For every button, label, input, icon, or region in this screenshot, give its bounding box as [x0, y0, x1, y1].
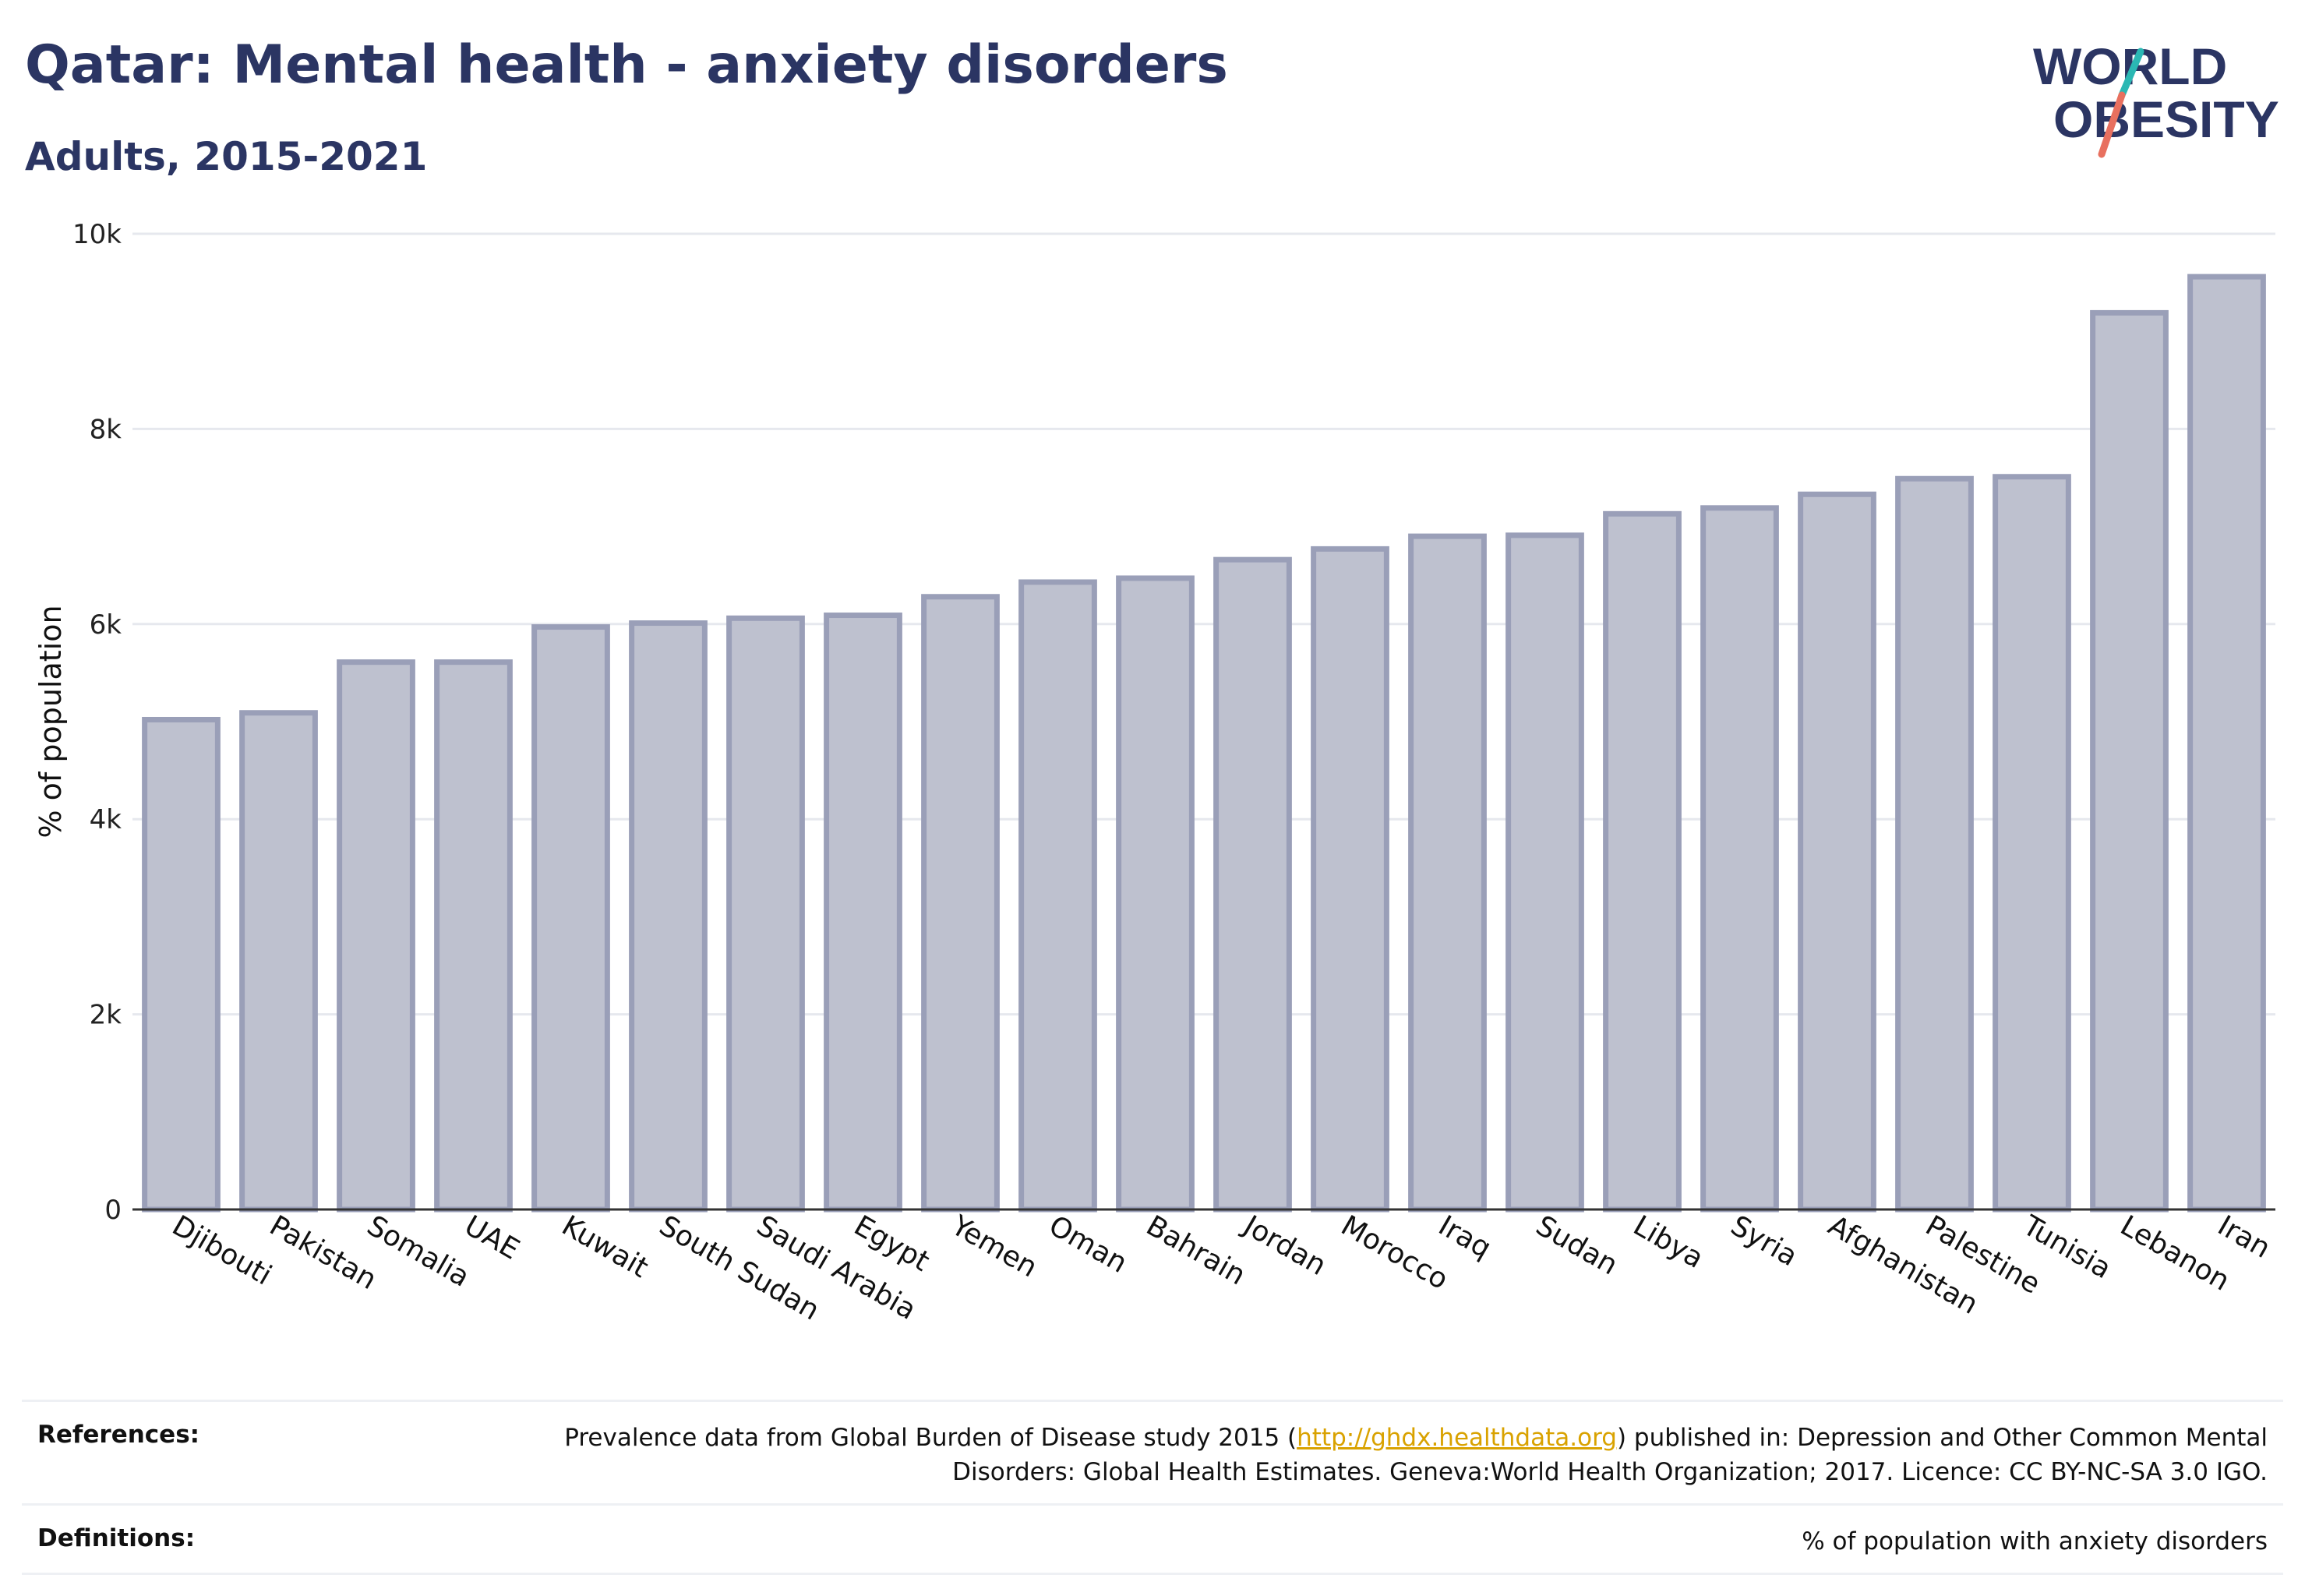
bar: [1993, 474, 2071, 1213]
definitions-text: % of population with anxiety disorders: [1802, 1527, 2268, 1555]
x-tick-label: Lebanon: [2115, 1209, 2235, 1298]
x-tick-label: Oman: [1043, 1209, 1132, 1280]
bar: [1018, 579, 1097, 1213]
definitions-row: Definitions: % of population with anxiet…: [22, 1503, 2283, 1573]
definitions-label: Definitions:: [37, 1524, 196, 1552]
x-tick-label: Iraq: [1433, 1209, 1496, 1265]
bar: [1213, 556, 1292, 1213]
references-row: References: Prevalence data from Global …: [22, 1400, 2283, 1503]
x-tick-label: Pakistan: [264, 1209, 382, 1296]
bar: [1311, 546, 1389, 1213]
footer-notes: References: Prevalence data from Global …: [22, 1400, 2283, 1575]
references-text-before: Prevalence data from Global Burden of Di…: [564, 1424, 1297, 1452]
y-tick-label: 10k: [72, 219, 122, 250]
x-tick-label: Djibouti: [167, 1209, 277, 1291]
bar: [1798, 491, 1876, 1213]
bar: [824, 613, 902, 1213]
references-label: References:: [37, 1421, 200, 1449]
bar: [239, 710, 318, 1213]
bar: [142, 716, 221, 1213]
bar: [629, 620, 708, 1213]
bar: [726, 615, 805, 1213]
y-tick-label: 2k: [90, 1000, 122, 1031]
bar: [1895, 475, 1974, 1213]
bar: [1603, 510, 1682, 1213]
x-tick-label: Syria: [1725, 1209, 1802, 1273]
y-axis-title: % of population: [34, 605, 68, 838]
world-obesity-logo: WORLD OBESITY: [2033, 37, 2279, 158]
x-tick-label: Libya: [1628, 1209, 1709, 1275]
footer-divider: [22, 1573, 2283, 1575]
bar: [1116, 575, 1195, 1213]
y-tick-label: 4k: [90, 804, 122, 835]
bar: [2090, 309, 2169, 1213]
y-tick-label: 8k: [90, 414, 122, 445]
chart-title: Qatar: Mental health - anxiety disorders: [25, 34, 1228, 96]
chart-subtitle: Adults, 2015-2021: [25, 134, 428, 179]
bar: [337, 659, 415, 1213]
x-tick-label: Bahrain: [1141, 1209, 1251, 1291]
logo-line-1: WORLD: [2033, 37, 2227, 95]
x-tick-label: Yemen: [945, 1209, 1043, 1284]
x-tick-label: Somalia: [362, 1209, 475, 1294]
x-tick-label: UAE: [459, 1209, 524, 1266]
references-text: Prevalence data from Global Burden of Di…: [553, 1421, 2268, 1489]
bar: [1700, 505, 1779, 1213]
references-text-after: ) published in: Depression and Other Com…: [952, 1424, 2268, 1486]
bar: [434, 659, 513, 1213]
x-tick-label: Morocco: [1336, 1209, 1453, 1296]
references-link[interactable]: http://ghdx.healthdata.org: [1297, 1424, 1617, 1452]
x-tick-label: Jordan: [1237, 1209, 1331, 1282]
bar: [1408, 533, 1487, 1213]
x-tick-label: Iran: [2212, 1209, 2275, 1265]
y-tick-label: 6k: [90, 609, 122, 641]
bar: [921, 594, 1000, 1213]
x-tick-label: Sudan: [1530, 1209, 1623, 1281]
bar: [1505, 532, 1584, 1213]
logo-slash-top: [2118, 48, 2144, 99]
bar: [2187, 274, 2266, 1213]
x-tick-label: Kuwait: [556, 1209, 654, 1284]
logo-slash-bottom: [2098, 91, 2126, 158]
bar: [531, 624, 610, 1213]
logo-line-2: OBESITY: [2053, 90, 2279, 148]
y-tick-label: 0: [104, 1195, 122, 1226]
